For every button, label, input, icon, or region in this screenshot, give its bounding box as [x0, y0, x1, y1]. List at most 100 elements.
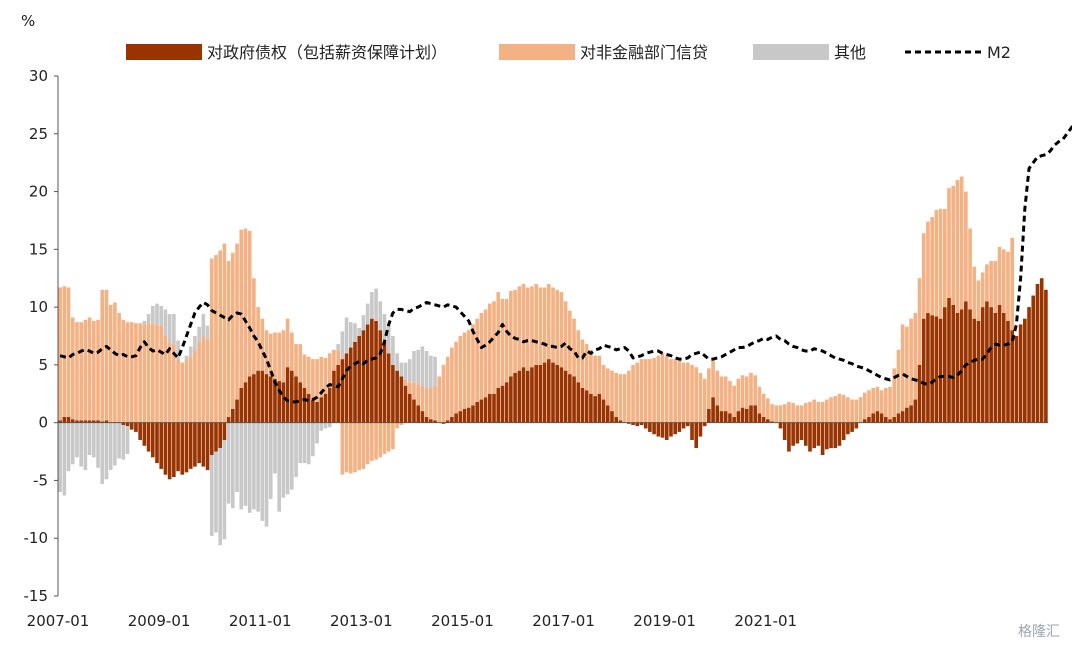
bar-segment-series-0 [799, 422, 804, 440]
bar-segment-series-0 [172, 422, 176, 477]
bar-segment-series-1 [407, 382, 412, 394]
bar-segment-series-1 [496, 292, 501, 388]
bar-segment-series-1 [664, 355, 669, 423]
bar-segment-series-2 [306, 422, 311, 465]
bar-segment-series-2 [252, 422, 256, 510]
bar-segment-series-1 [500, 299, 505, 386]
bar-segment-series-1 [728, 381, 732, 414]
bar-segment-series-1 [188, 356, 193, 423]
bar-segment-series-1 [997, 247, 1002, 305]
bar-segment-series-2 [247, 422, 252, 513]
x-tick-label: 2021-01 [734, 612, 797, 630]
y-tick-label: -5 [33, 471, 48, 489]
bar-segment-series-1 [70, 317, 75, 420]
bar-segment-series-1 [749, 372, 753, 406]
bar-segment-series-1 [913, 312, 918, 400]
bar-segment-series-2 [260, 422, 265, 521]
bar-segment-series-1 [589, 349, 593, 394]
bar-segment-series-2 [395, 353, 399, 371]
bar-segment-series-0 [517, 370, 522, 423]
bar-segment-series-0 [450, 416, 454, 423]
bar-segment-series-2 [75, 422, 79, 458]
bar-segment-series-0 [749, 405, 753, 423]
bar-segment-series-0 [277, 381, 281, 423]
bar-segment-series-1 [614, 372, 618, 417]
bar-segment-series-2 [348, 322, 353, 348]
bar-segment-series-2 [172, 314, 176, 345]
bar-segment-series-0 [429, 419, 433, 423]
bar-segment-series-0 [568, 374, 572, 423]
bar-segment-series-1 [732, 385, 736, 417]
legend-label-other: 其他 [834, 43, 866, 62]
bar-segment-series-2 [290, 422, 294, 490]
bar-segment-series-1 [302, 354, 307, 388]
bar-segment-series-0 [833, 422, 838, 449]
bar-segment-series-1 [268, 333, 273, 377]
bar-segment-series-0 [399, 376, 404, 423]
bar-segment-series-0 [256, 370, 260, 423]
bar-segment-series-1 [681, 362, 686, 423]
bar-segment-series-0 [62, 416, 67, 423]
bar-segment-series-1 [193, 351, 197, 423]
bar-segment-series-1 [1010, 237, 1014, 331]
bar-segment-series-0 [336, 364, 340, 423]
bar-segment-series-1 [357, 422, 362, 471]
bar-segment-series-1 [121, 319, 126, 423]
bar-segment-series-0 [652, 422, 656, 435]
bar-segment-series-1 [138, 323, 142, 423]
bar-segment-series-1 [378, 422, 383, 458]
bar-segment-series-0 [879, 413, 884, 423]
bar-segment-series-1 [686, 362, 690, 423]
bar-segment-series-2 [315, 422, 319, 444]
bar-segment-series-0 [1035, 284, 1040, 423]
bar-segment-series-1 [525, 287, 530, 371]
y-tick-label: 20 [29, 183, 48, 201]
bar-segment-series-2 [361, 315, 366, 331]
bar-segment-series-0 [87, 420, 92, 423]
bar-segment-series-1 [643, 359, 648, 423]
bar-segment-series-0 [702, 422, 707, 427]
bar-segment-series-0 [361, 330, 366, 423]
bar-segment-series-1 [83, 319, 88, 421]
bar-segment-series-2 [92, 422, 96, 458]
bar-segment-series-0 [686, 422, 690, 427]
bar-segment-series-0 [403, 385, 408, 423]
bar-segment-series-0 [420, 411, 425, 423]
bar-segment-series-2 [188, 346, 193, 357]
bar-segment-series-0 [500, 385, 505, 423]
bar-segment-series-1 [273, 332, 277, 379]
bar-segment-series-0 [445, 420, 450, 423]
bar-segment-series-1 [622, 374, 627, 423]
bar-segment-series-1 [551, 287, 555, 363]
bar-segment-series-0 [648, 422, 652, 432]
bar-segment-series-0 [315, 401, 319, 423]
bar-segment-series-0 [327, 388, 332, 423]
bar-segment-series-1 [365, 422, 370, 465]
bar-segment-series-0 [294, 376, 298, 423]
bar-segment-series-0 [197, 422, 201, 464]
bar-segment-series-2 [365, 303, 370, 325]
bar-segment-series-0 [176, 422, 180, 472]
bar-segment-series-0 [218, 422, 222, 449]
bar-segment-series-0 [222, 422, 227, 440]
bar-segment-series-0 [862, 419, 867, 423]
bar-segment-series-0 [496, 388, 501, 423]
bar-segment-series-1 [1006, 251, 1010, 321]
bar-segment-series-0 [391, 364, 395, 423]
bar-segment-series-0 [618, 420, 623, 423]
bar-segment-series-1 [374, 422, 378, 460]
bar-segment-series-0 [850, 422, 854, 432]
bar-segment-series-2 [281, 422, 286, 498]
bar-segment-series-1 [905, 326, 909, 408]
x-tick-label: 2011-01 [229, 612, 292, 630]
bar-segment-series-1 [441, 364, 446, 423]
bar-segment-series-0 [753, 405, 758, 423]
bar-segment-series-2 [285, 422, 290, 495]
bar-segment-series-1 [766, 398, 770, 420]
bar-segment-series-2 [193, 336, 197, 352]
bar-segment-series-0 [972, 318, 977, 423]
bar-segment-series-1 [285, 318, 290, 368]
bar-segment-series-0 [260, 370, 265, 423]
bar-segment-series-2 [150, 305, 155, 324]
